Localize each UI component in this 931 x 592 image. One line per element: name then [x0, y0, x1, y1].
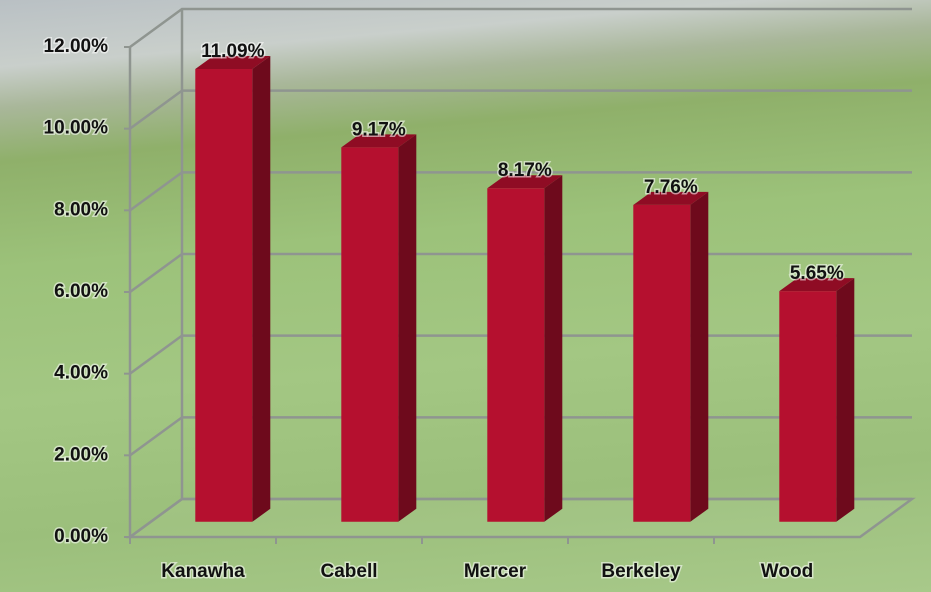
bar-side	[836, 278, 854, 522]
x-tick-label: Mercer	[464, 561, 527, 582]
bar	[195, 56, 270, 522]
y-tick-label: 0.00%	[54, 526, 108, 547]
x-tick-label: Cabell	[320, 561, 377, 582]
x-tick-label: Kanawha	[161, 561, 245, 582]
bar	[633, 192, 708, 522]
bar-front	[487, 188, 544, 522]
chart: 0.00% 2.00% 4.00% 6.00% 8.00% 10.00% 12.00% Kan…	[0, 0, 931, 592]
y-tick-label: 6.00%	[54, 281, 108, 302]
bar-side	[690, 192, 708, 522]
bar-front	[341, 147, 398, 521]
y-tick-label: 10.00%	[44, 118, 109, 139]
y-tick-label: 4.00%	[54, 363, 108, 384]
bar	[487, 175, 562, 522]
y-tick-label: 12.00%	[44, 36, 109, 57]
bar-front	[195, 69, 252, 522]
value-label: 8.17%	[498, 160, 552, 181]
bar	[341, 134, 416, 521]
value-label: 9.17%	[352, 119, 406, 140]
page: 0.00% 2.00% 4.00% 6.00% 8.00% 10.00% 12.00% Kan…	[0, 0, 931, 592]
bar	[779, 278, 854, 522]
bar-front	[633, 205, 690, 522]
bar-side	[398, 134, 416, 521]
bar-front	[779, 291, 836, 522]
x-tick-label: Berkeley	[601, 561, 681, 582]
y-tick-label: 8.00%	[54, 199, 108, 220]
y-tick-label: 2.00%	[54, 444, 108, 465]
value-label: 7.76%	[644, 177, 698, 198]
bar-side	[544, 175, 562, 522]
bar-side	[252, 56, 270, 522]
value-label: 5.65%	[790, 263, 844, 284]
x-tick-label: Wood	[761, 561, 813, 582]
value-label: 11.09%	[201, 41, 264, 62]
